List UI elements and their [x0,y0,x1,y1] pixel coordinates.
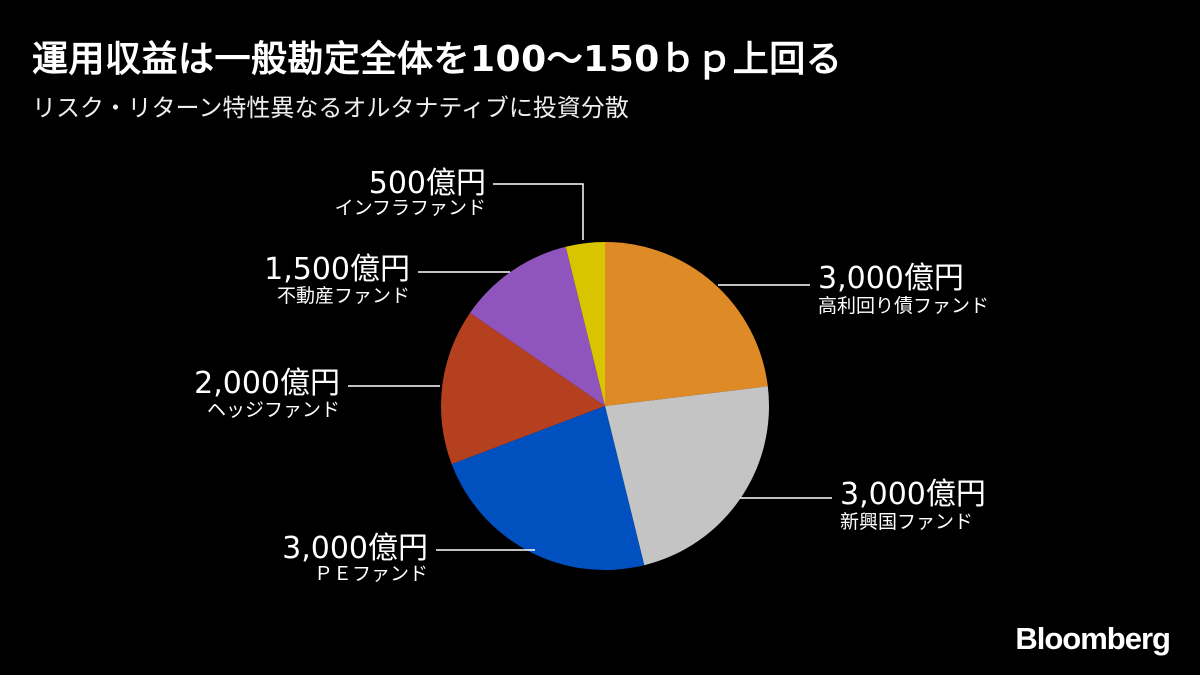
pie-slice [441,312,605,465]
slice-value-label: 500億円 [369,166,486,201]
chart-title: 運用収益は一般勘定全体を100～150ｂｐ上回る [32,39,843,80]
slice-category-label: 新興国ファンド [840,511,973,533]
slice-value-label: 2,000億円 [194,366,340,401]
slice-category-label: 高利回り債ファンド [818,295,989,317]
pie-slice [605,242,768,406]
slice-category-label: ヘッジファンド [207,399,340,421]
pie-slice [470,246,605,406]
slice-value-label: 3,000億円 [282,531,428,566]
pie-slice [605,386,769,566]
pie-slice [451,406,645,570]
slice-value-label: 3,000億円 [840,477,986,512]
slice-category-label: 不動産ファンド [277,285,410,307]
pie-slice [565,242,605,406]
slice-category-label: インフラファンド [335,197,486,219]
slice-value-label: 3,000億円 [818,261,964,296]
slice-category-label: ＰＥファンド [314,563,428,585]
slice-value-label: 1,500億円 [264,252,410,287]
bloomberg-logo: Bloomberg [1015,621,1171,656]
chart-subtitle: リスク・リターン特性異なるオルタナティブに投資分散 [32,94,629,122]
leader-line [493,183,584,240]
